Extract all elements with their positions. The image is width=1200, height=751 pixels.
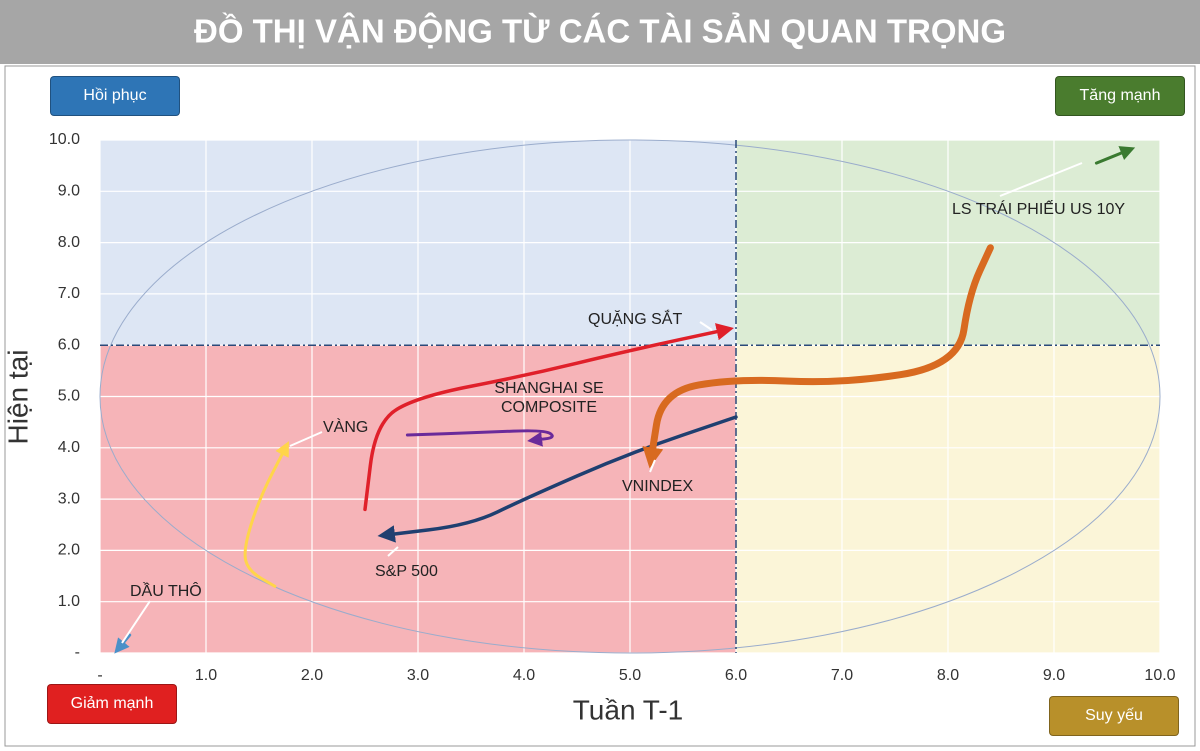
series-line [377,415,738,543]
y-tick-label: 5.0 [58,388,80,405]
x-tick-label: 6.0 [725,667,747,684]
series-line [114,633,132,654]
chart-title: ĐỒ THỊ VẬN ĐỘNG TỪ CÁC TÀI SẢN QUAN TRỌN… [194,12,1006,50]
quadrant-label: Hồi phục [50,76,180,116]
x-tick-label: 2.0 [301,667,323,684]
quadrant-label: Suy yếu [1049,696,1179,736]
x-tick-label: 7.0 [831,667,853,684]
x-tick-label: 4.0 [513,667,535,684]
y-tick-label: 4.0 [58,439,80,456]
series-label: DẦU THÔ [130,583,202,600]
x-tick-label: 3.0 [407,667,429,684]
series-label: VÀNG [323,419,369,436]
y-tick-label: - [75,644,80,661]
y-axis-label: Hiện tại [2,350,33,445]
series-line [1094,146,1136,165]
series-label: QUẶNG SẮT [588,311,683,328]
series-label: S&P 500 [375,563,438,580]
x-tick-label: 1.0 [195,667,217,684]
x-tick-label: 5.0 [619,667,641,684]
callout-line [699,321,713,331]
ellipse [99,139,1161,654]
title-bar [0,0,1200,64]
frame [4,65,1196,747]
y-tick-label: 10.0 [49,131,80,148]
series-label: LS TRÁI PHIẾU US 10Y [952,201,1126,218]
series-line [405,429,554,447]
x-tick-label: 9.0 [1043,667,1065,684]
x-tick-label: - [97,667,102,684]
quadrant-label: Tăng mạnh [1055,76,1185,116]
x-axis-label: Tuần T-1 [573,694,684,725]
y-tick-label: 8.0 [58,234,80,251]
y-tick-label: 7.0 [58,285,80,302]
y-tick-label: 3.0 [58,490,80,507]
series-line [363,323,734,512]
callout-line [387,546,399,557]
series-line [642,244,994,469]
x-tick-label: 8.0 [937,667,959,684]
callout-line [289,431,323,447]
series-line [243,441,289,588]
y-tick-label: 1.0 [58,593,80,610]
y-tick-label: 2.0 [58,542,80,559]
series-label: SHANGHAI SE COMPOSITE [494,380,604,416]
callout-line [121,600,151,644]
x-tick-label: 10.0 [1144,667,1175,684]
y-tick-label: 6.0 [58,336,80,353]
y-tick-label: 9.0 [58,183,80,200]
quadrant-label: Giảm mạnh [47,684,177,724]
callout-line [649,459,656,473]
callout-line [999,162,1083,197]
series-label: VNINDEX [622,478,694,495]
